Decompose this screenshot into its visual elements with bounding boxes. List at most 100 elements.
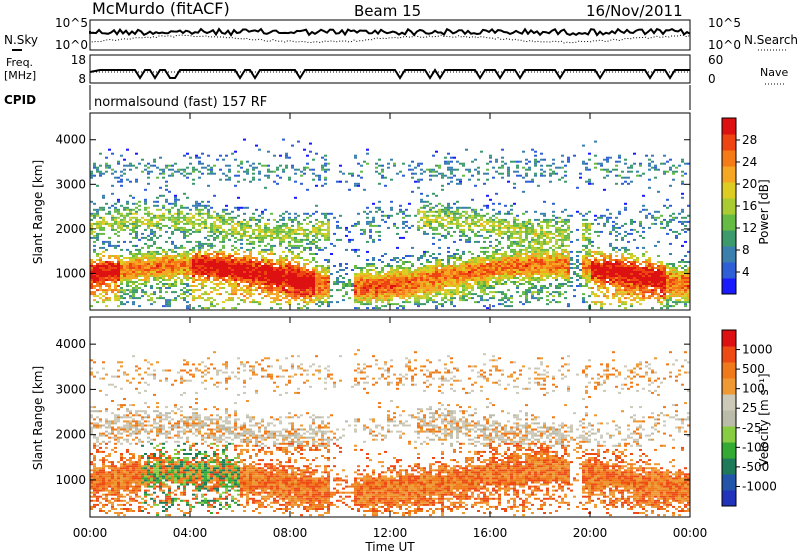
range-time-cell	[132, 202, 135, 205]
range-time-cell	[288, 232, 291, 235]
range-time-cell	[189, 269, 192, 271]
range-time-cell	[405, 267, 408, 269]
range-time-cell	[225, 281, 228, 283]
range-time-cell	[531, 295, 534, 298]
range-time-cell	[282, 293, 285, 296]
range-time-cell	[489, 287, 492, 289]
range-time-cell	[126, 248, 129, 251]
range-time-cell	[453, 281, 456, 283]
range-time-cell	[261, 228, 264, 231]
range-time-cell	[345, 285, 348, 287]
range-time-cell	[423, 232, 426, 235]
range-time-cell	[228, 238, 231, 241]
range-time-cell	[429, 283, 432, 285]
range-time-cell	[462, 283, 465, 285]
range-time-cell	[96, 277, 99, 279]
range-time-cell	[186, 285, 189, 287]
range-time-cell	[360, 277, 363, 279]
range-time-cell	[345, 263, 348, 265]
range-time-cell	[93, 273, 96, 275]
range-time-cell	[279, 271, 282, 273]
range-time-cell	[330, 289, 333, 292]
range-time-cell	[567, 250, 570, 253]
range-time-cell	[486, 212, 489, 215]
range-time-cell	[447, 216, 450, 219]
range-time-cell	[342, 281, 345, 283]
range-time-cell	[294, 180, 297, 183]
range-time-cell	[165, 267, 168, 269]
range-time-cell	[405, 283, 408, 285]
range-time-cell	[129, 277, 132, 279]
range-time-cell	[366, 212, 369, 215]
range-time-cell	[387, 216, 390, 219]
range-time-cell	[327, 297, 330, 300]
range-time-cell	[477, 224, 480, 227]
range-time-cell	[360, 275, 363, 277]
range-time-cell	[198, 176, 201, 179]
range-time-cell	[144, 275, 147, 277]
range-time-cell	[534, 297, 537, 300]
range-time-cell	[459, 273, 462, 275]
range-time-cell	[102, 208, 105, 211]
range-time-cell	[474, 269, 477, 271]
range-time-cell	[426, 210, 429, 213]
range-time-cell	[555, 263, 558, 265]
range-time-cell	[558, 265, 561, 267]
range-time-cell	[189, 273, 192, 275]
range-time-cell	[567, 265, 570, 267]
range-time-cell	[240, 242, 243, 245]
range-time-cell	[522, 150, 525, 153]
range-time-cell	[525, 224, 528, 227]
range-time-cell	[237, 170, 240, 173]
range-time-cell	[270, 283, 273, 285]
range-time-cell	[207, 204, 210, 207]
range-time-cell	[555, 246, 558, 249]
range-time-cell	[195, 240, 198, 243]
range-time-cell	[144, 279, 147, 281]
range-time-cell	[285, 230, 288, 233]
range-time-cell	[180, 265, 183, 267]
range-time-cell	[159, 267, 162, 269]
range-time-cell	[270, 293, 273, 296]
range-time-cell	[432, 206, 435, 209]
range-time-cell	[531, 236, 534, 239]
range-time-cell	[453, 255, 456, 257]
range-time-cell	[108, 263, 111, 265]
range-time-cell	[417, 162, 420, 165]
range-time-cell	[276, 277, 279, 279]
range-time-cell	[321, 232, 324, 235]
range-time-cell	[501, 283, 504, 285]
range-time-cell	[522, 226, 525, 229]
range-time-cell	[252, 281, 255, 283]
range-time-cell	[453, 263, 456, 265]
range-time-cell	[315, 230, 318, 233]
range-time-cell	[276, 297, 279, 300]
range-time-cell	[297, 303, 300, 306]
range-time-cell	[252, 240, 255, 243]
range-time-cell	[123, 273, 126, 275]
range-time-cell	[501, 230, 504, 233]
range-time-cell	[567, 269, 570, 271]
range-time-cell	[366, 216, 369, 219]
range-time-cell	[177, 271, 180, 273]
range-time-cell	[201, 216, 204, 219]
range-time-cell	[177, 214, 180, 217]
range-time-cell	[198, 259, 201, 261]
range-time-cell	[300, 226, 303, 229]
range-time-cell	[429, 273, 432, 275]
range-time-cell	[207, 234, 210, 237]
range-time-cell	[135, 244, 138, 247]
range-time-cell	[108, 297, 111, 300]
range-time-cell	[567, 273, 570, 275]
range-time-cell	[489, 297, 492, 300]
range-time-cell	[294, 265, 297, 267]
range-time-cell	[480, 250, 483, 253]
range-time-cell	[540, 273, 543, 275]
range-time-cell	[213, 289, 216, 292]
range-time-cell	[456, 275, 459, 277]
range-time-cell	[228, 283, 231, 285]
range-time-cell	[162, 170, 165, 173]
range-time-cell	[318, 275, 321, 277]
range-time-cell	[300, 232, 303, 235]
range-time-cell	[282, 224, 285, 227]
